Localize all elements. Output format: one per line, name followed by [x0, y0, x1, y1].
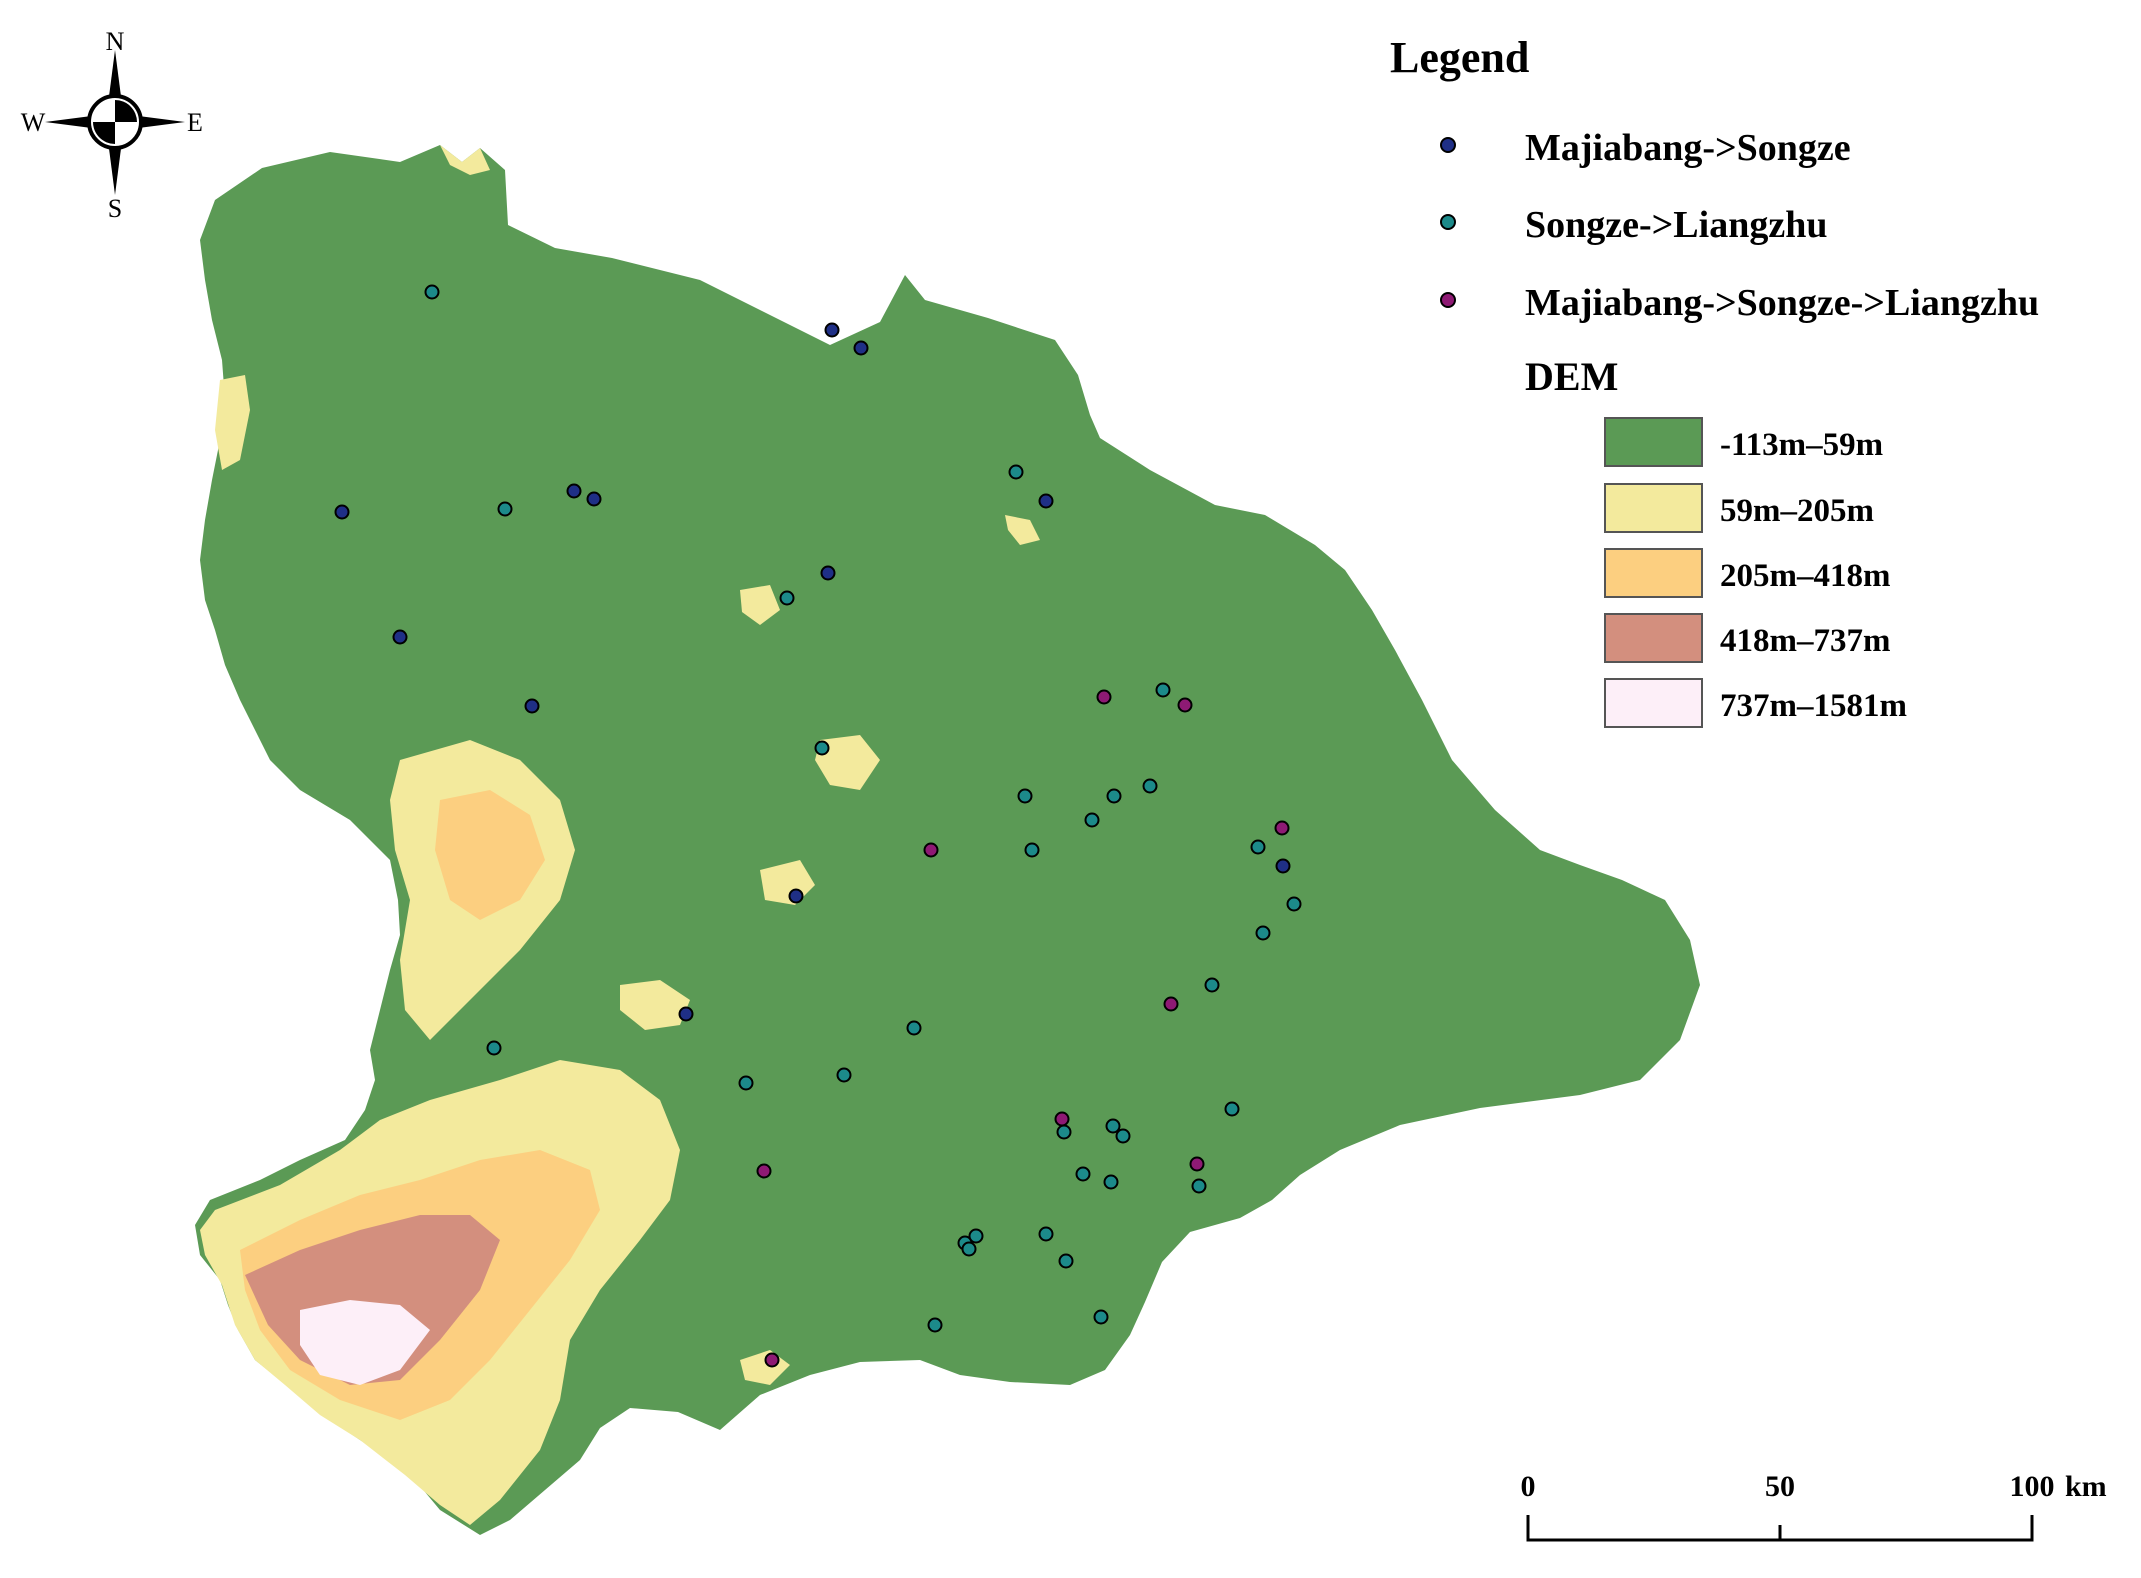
dem-title: DEM — [1525, 354, 1618, 399]
site-point — [1056, 1124, 1072, 1140]
site-point — [1105, 1118, 1121, 1134]
site-point — [1286, 896, 1302, 912]
site-point — [1075, 1166, 1091, 1182]
dem-label-2: 59m–205m — [1720, 493, 1874, 529]
site-point — [836, 1067, 852, 1083]
legend-label-majiabang-songze-liangzhu: Majiabang->Songze->Liangzhu — [1525, 282, 2039, 324]
compass-s-label: S — [108, 194, 122, 223]
scale-bar: 0 50 100 km — [1521, 1470, 2107, 1542]
site-points — [334, 284, 1302, 1368]
site-point — [1106, 788, 1122, 804]
scale-unit: km — [2065, 1470, 2107, 1503]
site-point — [486, 1040, 502, 1056]
site-point — [1163, 996, 1179, 1012]
site-point — [853, 340, 869, 356]
site-point — [1255, 925, 1271, 941]
legend-title: Legend — [1390, 33, 1529, 82]
site-point — [586, 491, 602, 507]
dem-label-4: 418m–737m — [1720, 623, 1890, 659]
site-point — [1275, 858, 1291, 874]
site-point — [779, 590, 795, 606]
site-point — [1096, 689, 1112, 705]
site-point — [738, 1075, 754, 1091]
site-point — [392, 629, 408, 645]
site-point — [1008, 464, 1024, 480]
site-point — [756, 1163, 772, 1179]
scale-line — [1526, 1515, 2034, 1542]
dem-label-3: 205m–418m — [1720, 558, 1890, 594]
legend: Legend Majiabang->Songze Songze->Liangzh… — [1390, 33, 2039, 728]
site-point — [1274, 820, 1290, 836]
site-point — [788, 888, 804, 904]
legend-symbol-majiabang-songze-liangzhu — [1440, 292, 1456, 308]
site-point — [1115, 1128, 1131, 1144]
site-point — [1024, 842, 1040, 858]
dem-swatch-5 — [1604, 678, 1703, 728]
site-point — [1017, 788, 1033, 804]
site-point — [1084, 812, 1100, 828]
site-point — [424, 284, 440, 300]
site-point — [1103, 1174, 1119, 1190]
site-point — [1142, 778, 1158, 794]
site-point — [1038, 1226, 1054, 1242]
scale-tick-0: 0 — [1521, 1470, 1536, 1503]
site-point — [906, 1020, 922, 1036]
dem-swatch-2 — [1604, 483, 1703, 533]
dem-label-1: -113m–59m — [1720, 427, 1883, 463]
legend-label-songze-liangzhu: Songze->Liangzhu — [1525, 204, 1827, 246]
compass-e-label: E — [187, 108, 203, 137]
site-point — [334, 504, 350, 520]
dem-swatch-4 — [1604, 613, 1703, 663]
site-point — [1189, 1156, 1205, 1172]
site-point — [764, 1352, 780, 1368]
site-point — [814, 740, 830, 756]
compass-w-label: W — [21, 108, 46, 137]
dem-label-5: 737m–1581m — [1720, 688, 1907, 724]
site-point — [497, 501, 513, 517]
scale-tick-50: 50 — [1765, 1470, 1795, 1503]
scale-tick-100: 100 — [2010, 1470, 2055, 1503]
site-point — [927, 1317, 943, 1333]
site-point — [1038, 493, 1054, 509]
site-point — [968, 1228, 984, 1244]
site-point — [820, 565, 836, 581]
site-point — [566, 483, 582, 499]
dem-region — [195, 145, 1700, 1535]
site-point — [1224, 1101, 1240, 1117]
site-point — [1191, 1178, 1207, 1194]
dem-swatch-1 — [1604, 417, 1703, 467]
legend-symbol-songze-liangzhu — [1440, 214, 1456, 230]
compass-rose: N S E W — [21, 27, 203, 223]
compass-n-label: N — [106, 27, 125, 56]
site-point — [524, 698, 540, 714]
dem-swatch-3 — [1604, 548, 1703, 598]
site-point — [678, 1006, 694, 1022]
site-point — [1204, 977, 1220, 993]
site-point — [1155, 682, 1171, 698]
site-point — [1054, 1111, 1070, 1127]
site-point — [923, 842, 939, 858]
site-point — [1250, 839, 1266, 855]
site-point — [1177, 697, 1193, 713]
legend-symbol-majiabang-songze — [1440, 137, 1456, 153]
site-point — [961, 1241, 977, 1257]
site-point — [1058, 1253, 1074, 1269]
legend-label-majiabang-songze: Majiabang->Songze — [1525, 127, 1851, 169]
site-point — [824, 322, 840, 338]
site-point — [1093, 1309, 1109, 1325]
